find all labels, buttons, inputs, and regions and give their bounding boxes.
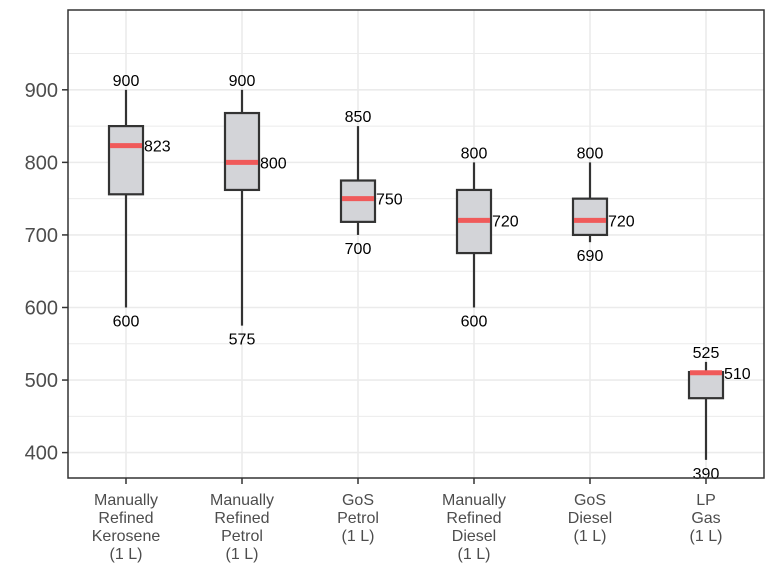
median-label: 720 xyxy=(492,213,519,230)
max-label: 900 xyxy=(113,73,140,90)
min-label: 600 xyxy=(461,313,488,330)
grid-lines xyxy=(68,10,764,478)
min-label: 575 xyxy=(229,332,256,349)
x-tick-label: Manually Refined Kerosene (1 L) xyxy=(92,492,161,563)
data-labels: 900 600 823 900 575 800 850 700 750 800 600 720 800 6… xyxy=(113,73,751,483)
max-label: 850 xyxy=(345,109,372,126)
max-label: 800 xyxy=(577,145,604,162)
box xyxy=(339,179,377,223)
max-label: 900 xyxy=(229,73,256,90)
x-tick-label-line: Manually xyxy=(94,492,158,509)
x-tick-label-line: Petrol xyxy=(221,528,263,545)
panel-border xyxy=(67,9,765,479)
x-tick-label-line: (1 L) xyxy=(110,546,143,563)
x-tick-label-line: (1 L) xyxy=(574,528,607,545)
median-label: 720 xyxy=(608,213,635,230)
x-tick-label-line: Diesel xyxy=(568,510,612,527)
box xyxy=(571,197,609,237)
x-tick-label: Manually Refined Diesel (1 L) xyxy=(442,492,506,563)
x-tick-label-line: Gas xyxy=(691,510,720,527)
box-series xyxy=(107,89,725,460)
x-tick-label-line: (1 L) xyxy=(226,546,259,563)
x-tick-label-line: Manually xyxy=(210,492,274,509)
x-tick-label-line: Manually xyxy=(442,492,506,509)
x-tick-label-line: (1 L) xyxy=(458,546,491,563)
x-tick-label-line: (1 L) xyxy=(690,528,723,545)
min-label: 600 xyxy=(113,313,140,330)
median-label: 823 xyxy=(144,139,171,156)
max-label: 525 xyxy=(693,345,720,362)
x-tick-label-line: Diesel xyxy=(452,528,496,545)
box xyxy=(687,370,725,400)
box xyxy=(107,124,145,196)
x-tick-label: LP Gas (1 L) xyxy=(690,492,723,545)
x-tick-label-line: Refined xyxy=(98,510,153,527)
x-tick-label-line: LP xyxy=(696,492,716,509)
y-tick-label: 700 xyxy=(25,225,58,247)
min-label: 700 xyxy=(345,241,372,258)
y-tick-label: 800 xyxy=(25,152,58,174)
y-tick-label: 400 xyxy=(25,443,58,465)
x-tick-label: GoS Diesel (1 L) xyxy=(568,492,612,545)
x-tick-label-line: Refined xyxy=(446,510,501,527)
min-label: 690 xyxy=(577,248,604,265)
axes: Manually Refined Kerosene (1 L)Manually Refi… xyxy=(25,9,765,563)
x-tick-label-line: GoS xyxy=(342,492,374,509)
median-label: 800 xyxy=(260,155,287,172)
y-tick-label: 900 xyxy=(25,80,58,102)
x-tick-label: Manually Refined Petrol (1 L) xyxy=(210,492,274,563)
x-tick-label-line: GoS xyxy=(574,492,606,509)
x-tick-label-line: Petrol xyxy=(337,510,379,527)
x-tick-label: GoS Petrol (1 L) xyxy=(337,492,379,545)
x-tick-label-line: (1 L) xyxy=(342,528,375,545)
x-tick-label-line: Refined xyxy=(214,510,269,527)
x-tick-label-line: Kerosene xyxy=(92,528,161,545)
box xyxy=(223,111,261,192)
median-label: 750 xyxy=(376,192,403,209)
max-label: 800 xyxy=(461,145,488,162)
y-tick-label: 600 xyxy=(25,297,58,319)
median-label: 510 xyxy=(724,366,751,383)
y-tick-label: 500 xyxy=(25,370,58,392)
